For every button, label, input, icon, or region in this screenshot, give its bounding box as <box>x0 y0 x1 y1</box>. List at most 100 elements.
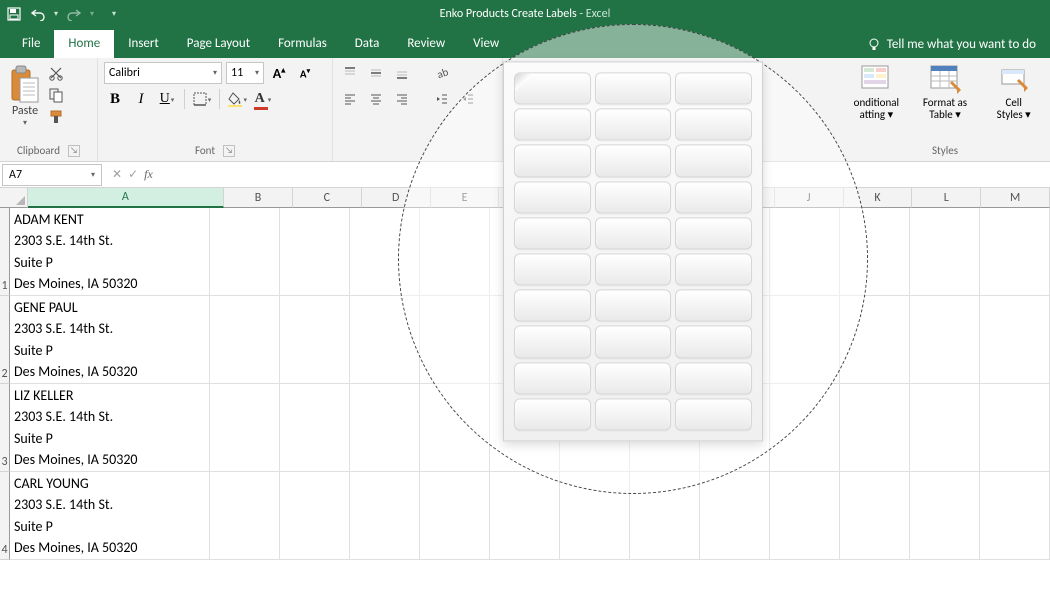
col-header-d[interactable]: D <box>362 188 431 208</box>
cell[interactable] <box>490 208 560 296</box>
cell[interactable] <box>210 208 280 296</box>
undo-icon[interactable] <box>30 6 46 22</box>
cell[interactable] <box>490 472 560 560</box>
enter-formula-icon[interactable]: ✓ <box>128 167 138 182</box>
redo-dropdown-icon[interactable]: ▾ <box>90 9 94 19</box>
align-middle-button[interactable] <box>365 62 387 84</box>
cell[interactable] <box>630 296 700 384</box>
col-header-a[interactable]: A <box>28 188 225 208</box>
cell[interactable] <box>630 208 700 296</box>
align-right-button[interactable] <box>391 88 413 110</box>
cell[interactable] <box>560 472 630 560</box>
cell[interactable] <box>350 208 420 296</box>
select-all-corner[interactable] <box>0 188 28 208</box>
col-header-f[interactable]: F <box>499 188 568 208</box>
cell[interactable] <box>280 472 350 560</box>
tab-insert[interactable]: Insert <box>114 30 173 58</box>
undo-dropdown-icon[interactable]: ▾ <box>54 9 58 19</box>
tab-review[interactable]: Review <box>393 30 459 58</box>
cell[interactable] <box>980 472 1050 560</box>
tab-page-layout[interactable]: Page Layout <box>173 30 264 58</box>
format-as-table-button[interactable]: Format asTable ▾ <box>915 64 976 121</box>
cell[interactable] <box>980 296 1050 384</box>
col-header-j[interactable]: J <box>775 188 844 208</box>
cell[interactable] <box>560 296 630 384</box>
clipboard-dialog-launcher[interactable]: ↘ <box>68 145 80 157</box>
cell-styles-button[interactable]: CellStyles ▾ <box>983 64 1044 121</box>
redo-icon[interactable] <box>66 6 82 22</box>
cell[interactable] <box>280 208 350 296</box>
tell-me[interactable]: Tell me what you want to do <box>853 31 1050 58</box>
cell[interactable] <box>490 296 560 384</box>
cell[interactable] <box>420 296 490 384</box>
font-name-combo[interactable]: Calibri▾ <box>104 62 222 84</box>
paste-button[interactable]: Paste ▾ <box>6 62 44 130</box>
tab-file[interactable]: File <box>8 30 54 58</box>
tab-formulas[interactable]: Formulas <box>264 30 341 58</box>
col-header-k[interactable]: K <box>844 188 913 208</box>
font-dialog-launcher[interactable]: ↘ <box>223 145 235 157</box>
borders-button[interactable]: ▾ <box>191 88 213 110</box>
col-header-c[interactable]: C <box>293 188 362 208</box>
cell[interactable] <box>980 384 1050 472</box>
cell[interactable] <box>840 208 910 296</box>
tab-view[interactable]: View <box>459 30 505 58</box>
cell[interactable] <box>770 208 840 296</box>
cell[interactable] <box>910 472 980 560</box>
cell[interactable] <box>350 384 420 472</box>
cell[interactable] <box>840 296 910 384</box>
cell[interactable] <box>280 384 350 472</box>
cell[interactable] <box>700 384 770 472</box>
increase-font-button[interactable]: A▴ <box>268 62 290 84</box>
col-header-g[interactable]: G <box>568 188 637 208</box>
align-center-button[interactable] <box>365 88 387 110</box>
cell[interactable]: CARL YOUNG2303 S.E. 14th St.Suite PDes M… <box>10 472 210 560</box>
italic-button[interactable]: I <box>130 88 152 110</box>
copy-button[interactable] <box>46 86 66 104</box>
save-icon[interactable] <box>6 6 22 22</box>
tab-home[interactable]: Home <box>54 30 114 58</box>
cell[interactable] <box>840 384 910 472</box>
cell[interactable]: ADAM KENT2303 S.E. 14th St.Suite PDes Mo… <box>10 208 210 296</box>
cut-button[interactable] <box>46 64 66 82</box>
cell[interactable] <box>210 472 280 560</box>
tab-data[interactable]: Data <box>341 30 394 58</box>
cell[interactable] <box>420 208 490 296</box>
cell[interactable] <box>630 472 700 560</box>
cell[interactable] <box>700 472 770 560</box>
fx-icon[interactable]: fx <box>144 167 153 182</box>
align-left-button[interactable] <box>339 88 361 110</box>
decrease-indent-button[interactable] <box>431 88 453 110</box>
bold-button[interactable]: B <box>104 88 126 110</box>
row-header-4[interactable]: 4 <box>0 472 10 560</box>
cell[interactable] <box>910 208 980 296</box>
cell[interactable] <box>210 384 280 472</box>
font-color-button[interactable]: A▾ <box>252 88 274 110</box>
col-header-m[interactable]: M <box>981 188 1050 208</box>
cell[interactable] <box>490 384 560 472</box>
col-header-e[interactable]: E <box>431 188 500 208</box>
row-header-2[interactable]: 2 <box>0 296 10 384</box>
cell[interactable] <box>350 472 420 560</box>
col-header-i[interactable]: I <box>706 188 775 208</box>
formula-input[interactable] <box>161 164 1050 186</box>
row-header-3[interactable]: 3 <box>0 384 10 472</box>
cell[interactable] <box>420 384 490 472</box>
cells-area[interactable]: ADAM KENT2303 S.E. 14th St.Suite PDes Mo… <box>10 208 1050 560</box>
cell[interactable] <box>770 296 840 384</box>
conditional-formatting-button[interactable]: onditionalatting ▾ <box>846 64 907 121</box>
align-bottom-button[interactable] <box>391 62 413 84</box>
cell[interactable] <box>350 296 420 384</box>
cell[interactable] <box>770 472 840 560</box>
cell[interactable] <box>210 296 280 384</box>
align-top-button[interactable] <box>339 62 361 84</box>
cell[interactable] <box>420 472 490 560</box>
cell[interactable] <box>700 296 770 384</box>
cell[interactable] <box>700 208 770 296</box>
row-header-1[interactable]: 1 <box>0 208 10 296</box>
col-header-l[interactable]: L <box>912 188 981 208</box>
qat-customize-icon[interactable]: ▾ <box>112 9 116 19</box>
orientation-button[interactable]: ab <box>431 62 453 84</box>
cancel-formula-icon[interactable]: ✕ <box>112 167 122 182</box>
cell[interactable] <box>910 384 980 472</box>
